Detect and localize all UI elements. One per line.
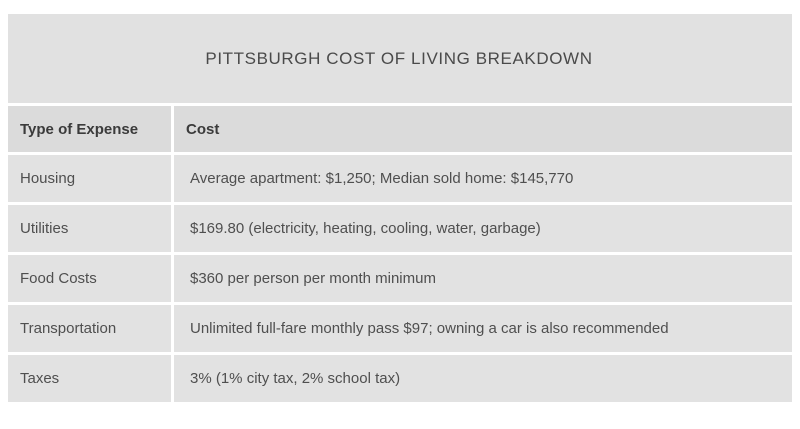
table-row: Transportation Unlimited full-fare month… bbox=[8, 305, 792, 352]
table-row: Food Costs $360 per person per month min… bbox=[8, 255, 792, 302]
column-header-expense: Type of Expense bbox=[8, 106, 171, 152]
expense-cell: Utilities bbox=[8, 205, 171, 252]
table-row: Utilities $169.80 (electricity, heating,… bbox=[8, 205, 792, 252]
expense-cell: Transportation bbox=[8, 305, 171, 352]
expense-cell: Housing bbox=[8, 155, 171, 202]
column-header-cost: Cost bbox=[174, 106, 792, 152]
table-row: Taxes 3% (1% city tax, 2% school tax) bbox=[8, 355, 792, 402]
cost-cell: $360 per person per month minimum bbox=[174, 255, 792, 302]
cost-cell: 3% (1% city tax, 2% school tax) bbox=[174, 355, 792, 402]
cost-cell: Average apartment: $1,250; Median sold h… bbox=[174, 155, 792, 202]
header-row: Type of Expense Cost bbox=[8, 106, 792, 152]
cost-cell: $169.80 (electricity, heating, cooling, … bbox=[174, 205, 792, 252]
expense-cell: Food Costs bbox=[8, 255, 171, 302]
cost-of-living-table: PITTSBURGH COST OF LIVING BREAKDOWN Type… bbox=[5, 11, 795, 405]
expense-cell: Taxes bbox=[8, 355, 171, 402]
table-row: Housing Average apartment: $1,250; Media… bbox=[8, 155, 792, 202]
table-title: PITTSBURGH COST OF LIVING BREAKDOWN bbox=[8, 14, 792, 103]
cost-cell: Unlimited full-fare monthly pass $97; ow… bbox=[174, 305, 792, 352]
title-row: PITTSBURGH COST OF LIVING BREAKDOWN bbox=[8, 14, 792, 103]
